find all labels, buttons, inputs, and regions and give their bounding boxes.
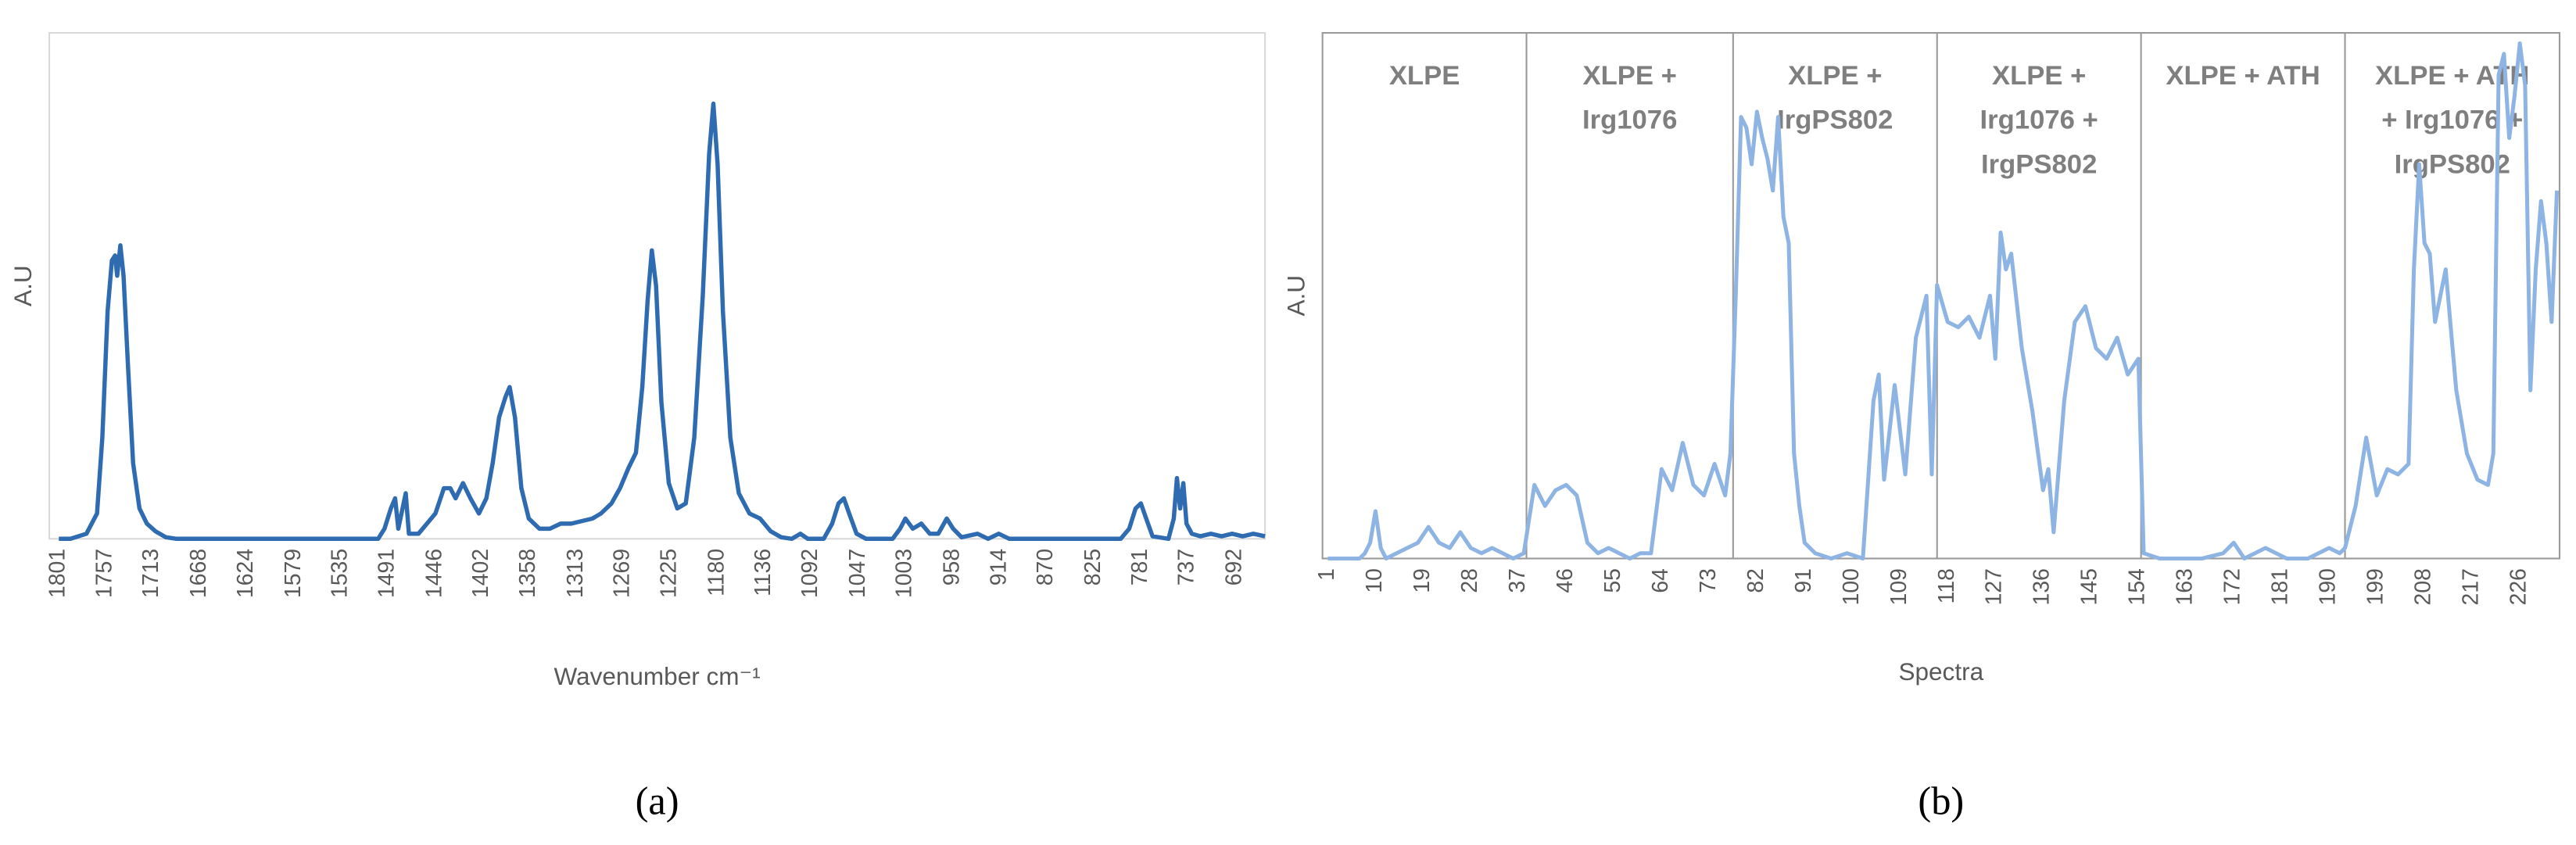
x-tick-label: 1003 — [892, 549, 917, 598]
x-tick-label: 1579 — [281, 549, 306, 598]
x-tick-label: 154 — [2125, 568, 2150, 605]
region-label: Irg1076 + — [1980, 106, 2098, 135]
x-tick-label: 82 — [1743, 568, 1768, 593]
plot-frame — [1321, 31, 2561, 560]
region-label: + Irg1076 + — [2381, 106, 2523, 135]
x-tick-label: 109 — [1886, 568, 1911, 605]
x-tick-label: 870 — [1033, 549, 1058, 585]
region-label: XLPE + — [1582, 61, 1676, 91]
region-label: Irg1076 — [1582, 106, 1677, 135]
region-label: XLPE + ATH — [2166, 61, 2320, 91]
x-tick-label: 1136 — [751, 549, 776, 596]
x-tick-label: 91 — [1791, 568, 1816, 593]
x-tick-label: 1491 — [374, 549, 399, 598]
region-label: IrgPS802 — [1777, 106, 1893, 135]
x-tick-label: 1225 — [656, 549, 681, 598]
x-tick-label: 1535 — [328, 549, 353, 598]
x-tick-label: 692 — [1222, 549, 1247, 585]
panel-label: (b) — [1918, 779, 1964, 822]
x-tick-label: 19 — [1410, 568, 1435, 593]
x-tick-label: 1801 — [45, 549, 70, 598]
x-tick-label: 100 — [1839, 568, 1864, 605]
x-tick-label: 226 — [2506, 568, 2531, 605]
x-tick-label: 136 — [2030, 568, 2055, 605]
x-tick-label: 1402 — [468, 549, 493, 598]
x-tick-label: 190 — [2316, 568, 2341, 605]
x-tick-label: 737 — [1174, 549, 1199, 585]
region-label: XLPE + — [1788, 61, 1882, 91]
x-axis-label: Wavenumber cm⁻¹ — [554, 662, 760, 690]
x-tick-label: 28 — [1457, 568, 1482, 593]
x-tick-label: 217 — [2459, 568, 2484, 605]
x-tick-label: 46 — [1553, 568, 1578, 593]
x-tick-label: 1313 — [563, 549, 588, 598]
region-label: IrgPS802 — [1981, 149, 2097, 179]
panel-label: (a) — [636, 779, 679, 822]
x-tick-label: 1446 — [421, 549, 446, 598]
x-tick-label: 1624 — [233, 549, 258, 598]
x-tick-label: 781 — [1127, 549, 1152, 585]
x-tick-label: 958 — [940, 549, 965, 585]
x-tick-label: 914 — [986, 549, 1011, 585]
x-tick-label: 73 — [1696, 568, 1721, 593]
x-tick-label: 172 — [2220, 568, 2245, 605]
x-tick-label: 199 — [2363, 568, 2388, 605]
x-tick-label: 1047 — [845, 549, 870, 598]
x-tick-label: 1668 — [186, 549, 211, 598]
y-axis-label: A.U — [1281, 275, 1309, 317]
x-tick-label: 825 — [1080, 549, 1105, 585]
x-tick-label: 1757 — [91, 549, 116, 598]
x-tick-label: 1180 — [704, 549, 729, 596]
x-tick-label: 1713 — [138, 549, 163, 598]
x-tick-label: 208 — [2411, 568, 2436, 605]
x-tick-label: 145 — [2077, 568, 2102, 605]
x-tick-label: 64 — [1648, 568, 1673, 593]
region-label: XLPE + — [1992, 61, 2086, 91]
x-tick-label: 10 — [1362, 568, 1387, 593]
y-axis-label: A.U — [9, 265, 37, 306]
panel-0: 1801 1757 1713 1668 1624 1579 1535 1491 1446 1402… — [9, 31, 1267, 822]
x-tick-label: 181 — [2268, 568, 2293, 605]
region-label: IrgPS802 — [2395, 149, 2510, 179]
panel-1: 1 10 19 28 37 46 55 64 73 82 91 100 109 118 127 136 145 1… — [1281, 31, 2561, 822]
x-tick-label: 1092 — [797, 549, 822, 598]
plot-frame — [48, 31, 1267, 540]
x-tick-label: 118 — [1934, 568, 1959, 603]
x-tick-label: 1 — [1314, 568, 1339, 581]
data-line — [1327, 41, 2560, 561]
x-tick-label: 1269 — [610, 549, 635, 598]
x-tick-label: 127 — [1982, 568, 2007, 605]
x-tick-label: 163 — [2173, 568, 2198, 605]
region-label: XLPE — [1389, 61, 1460, 91]
x-axis-label: Spectra — [1898, 657, 1983, 686]
data-line — [59, 101, 1266, 542]
x-tick-label: 37 — [1505, 568, 1530, 593]
x-tick-label: 55 — [1600, 568, 1625, 593]
x-tick-label: 1358 — [515, 549, 540, 598]
